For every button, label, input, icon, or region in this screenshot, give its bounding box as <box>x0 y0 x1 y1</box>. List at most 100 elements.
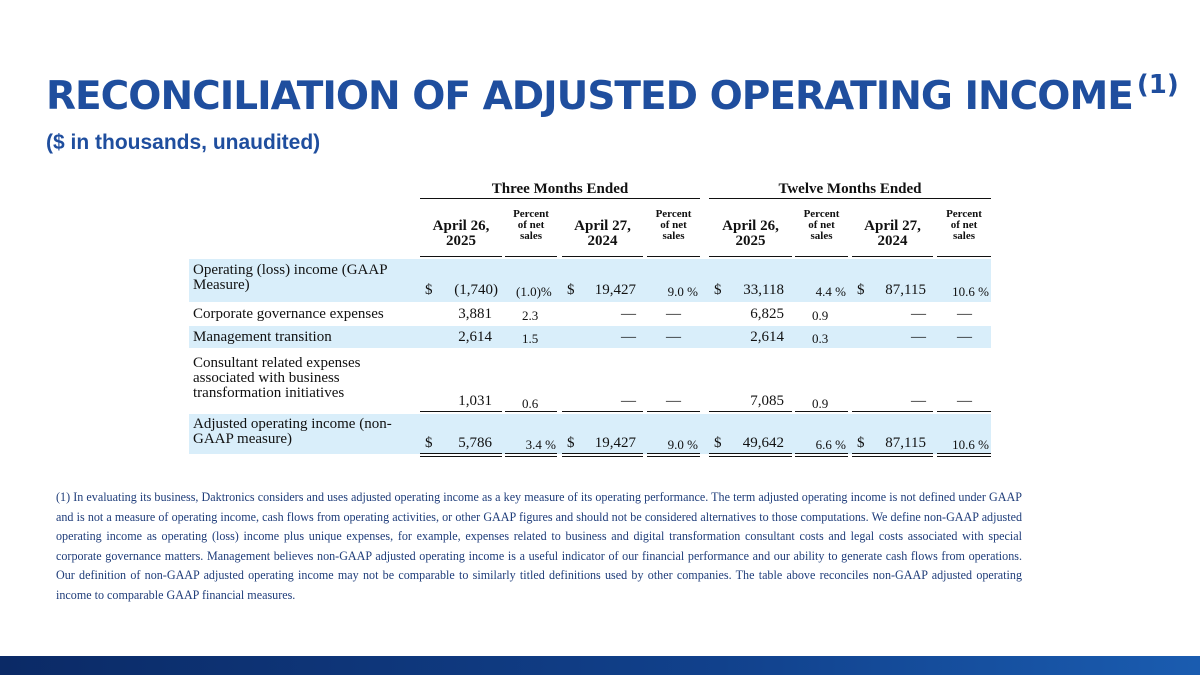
cell-percent: 10.6 % <box>952 437 989 452</box>
cell-percent: 10.6 % <box>952 284 989 299</box>
subtotal-rule <box>709 411 792 412</box>
col-header-line: 2025 <box>446 233 476 249</box>
col-header-april-27-2024-q: April 27, 2024 <box>562 219 643 249</box>
row-label-line: transformation initiatives <box>193 385 345 401</box>
col-header-line: Percent <box>946 208 982 220</box>
cell-percent: 9.0 % <box>667 284 698 299</box>
col-header-line: April 26, <box>432 218 490 234</box>
cell-value: — <box>957 329 972 345</box>
currency-symbol: $ <box>857 282 865 298</box>
row-band-adjusted-operating-income <box>189 414 991 454</box>
row-band-management-transition <box>189 326 991 348</box>
currency-symbol: $ <box>857 435 865 451</box>
cell-value: 6,825 <box>750 306 784 322</box>
col-header-pct-4: Percent of net sales <box>937 209 991 242</box>
col-header-line: sales <box>810 230 833 242</box>
col-header-line: sales <box>662 230 685 242</box>
cell-value: 33,118 <box>743 282 784 298</box>
header-rule <box>709 256 792 257</box>
cell-value: 7,085 <box>750 393 784 409</box>
currency-symbol: $ <box>425 282 433 298</box>
total-double-rule <box>709 453 792 457</box>
row-label-line: Operating (loss) income (GAAP <box>193 262 388 278</box>
group-rule-twelve-months <box>709 198 991 199</box>
header-rule <box>505 256 557 257</box>
footer-bar <box>0 656 1200 675</box>
cell-value: — <box>666 329 681 345</box>
cell-value: — <box>957 393 972 409</box>
col-header-line: April 27, <box>574 218 631 234</box>
col-header-line: of net <box>660 219 687 231</box>
row-label-line: Adjusted operating income (non- <box>193 416 392 432</box>
total-double-rule <box>937 453 991 457</box>
row-band-operating-income <box>189 259 991 302</box>
page-title-text: RECONCILIATION OF ADJUSTED OPERATING INC… <box>46 74 1134 119</box>
total-double-rule <box>505 453 557 457</box>
cell-value: 2,614 <box>458 329 492 345</box>
cell-percent: 0.9 <box>812 396 829 411</box>
subtotal-rule <box>562 411 643 412</box>
group-header-three-months: Three Months Ended <box>491 181 629 197</box>
col-header-line: 2024 <box>587 233 618 249</box>
cell-value: 3,881 <box>458 306 492 322</box>
header-rule <box>795 256 848 257</box>
page-title: RECONCILIATION OF ADJUSTED OPERATING INC… <box>46 70 1179 121</box>
col-header-line: Percent <box>803 208 840 220</box>
col-header-line: Percent <box>655 208 692 220</box>
row-label-adjusted-operating-income: Adjusted operating income (non- GAAP mea… <box>193 417 392 447</box>
group-rule-three-months <box>420 198 700 199</box>
cell-value: 87,115 <box>885 282 926 298</box>
total-double-rule <box>647 453 700 457</box>
subtotal-rule <box>795 411 848 412</box>
row-label-corporate-governance: Corporate governance expenses <box>193 306 384 322</box>
cell-percent: 2.3 <box>522 308 539 323</box>
row-label-line: associated with business <box>193 370 340 386</box>
header-rule <box>647 256 700 257</box>
col-header-april-27-2024-y: April 27, 2024 <box>852 219 933 249</box>
col-header-pct-1: Percent of net sales <box>505 209 557 242</box>
cell-percent: 0.3 <box>812 331 829 346</box>
footnote-text: (1) In evaluating its business, Daktroni… <box>56 490 1022 602</box>
col-header-line: of net <box>517 219 545 231</box>
cell-value: — <box>911 393 926 409</box>
cell-value: 2,614 <box>750 329 784 345</box>
header-rule <box>852 256 933 257</box>
col-header-line: April 26, <box>722 218 779 234</box>
cell-value: — <box>621 306 636 322</box>
cell-percent: (1.0)% <box>516 284 552 299</box>
cell-value: 49,642 <box>742 435 784 451</box>
currency-symbol: $ <box>567 435 575 451</box>
col-header-april-26-2025-q: April 26, 2025 <box>420 219 502 249</box>
col-header-line: sales <box>520 230 542 242</box>
cell-percent: 1.5 <box>522 331 539 346</box>
total-double-rule <box>852 453 933 457</box>
row-label-consultant-expenses: Consultant related expenses associated w… <box>193 356 360 401</box>
header-rule <box>420 256 502 257</box>
header-rule <box>937 256 991 257</box>
group-header-twelve-months: Twelve Months Ended <box>778 181 922 197</box>
cell-value: — <box>957 306 972 322</box>
cell-value: — <box>666 306 681 322</box>
cell-value: 5,786 <box>458 435 492 451</box>
cell-value: — <box>621 329 636 345</box>
row-label-line: GAAP measure) <box>193 431 293 447</box>
cell-value: — <box>621 393 636 409</box>
title-footnote-marker: (1) <box>1136 70 1179 100</box>
subtotal-rule <box>505 411 557 412</box>
cell-value: 19,427 <box>594 435 636 451</box>
currency-symbol: $ <box>714 282 722 298</box>
currency-symbol: $ <box>425 435 433 451</box>
subtotal-rule <box>647 411 700 412</box>
col-header-april-26-2025-y: April 26, 2025 <box>709 219 792 249</box>
col-header-pct-3: Percent of net sales <box>795 209 848 242</box>
cell-percent: 3.4 % <box>525 437 556 452</box>
currency-symbol: $ <box>714 435 722 451</box>
cell-value: — <box>911 329 926 345</box>
header-rule <box>562 256 643 257</box>
row-label-operating-income: Operating (loss) income (GAAP Measure) <box>193 263 388 293</box>
subtotal-rule <box>852 411 933 412</box>
col-header-line: of net <box>950 219 978 231</box>
col-header-line: 2025 <box>735 233 766 249</box>
col-header-line: 2024 <box>877 233 908 249</box>
